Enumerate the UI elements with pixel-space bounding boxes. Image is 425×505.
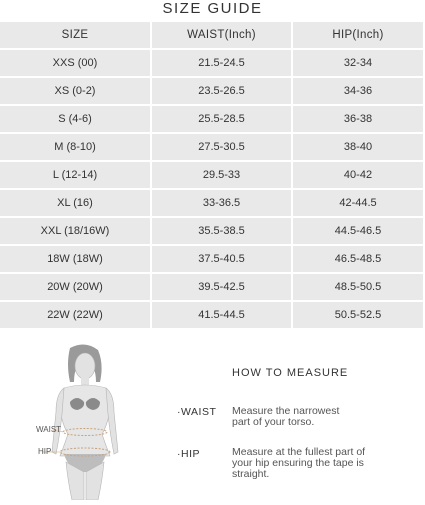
table-row: 18W (18W) 37.5-40.5 46.5-48.5	[0, 246, 425, 272]
size-cell: XS (0-2)	[0, 78, 150, 104]
waist-figure-label: WAIST	[36, 425, 62, 434]
hip-cell: 36-38	[293, 106, 423, 132]
waist-cell: 21.5-24.5	[152, 50, 291, 76]
size-cell: 20W (20W)	[0, 274, 150, 300]
table-row: S (4-6) 25.5-28.5 36-38	[0, 106, 425, 132]
table-row: 22W (22W) 41.5-44.5 50.5-52.5	[0, 302, 425, 328]
size-cell: 18W (18W)	[0, 246, 150, 272]
hip-cell: 38-40	[293, 134, 423, 160]
hip-cell: 44.5-46.5	[293, 218, 423, 244]
hip-cell: 48.5-50.5	[293, 274, 423, 300]
table-row: 20W (20W) 39.5-42.5 48.5-50.5	[0, 274, 425, 300]
page-title: SIZE GUIDE	[162, 0, 263, 17]
table-row: M (8-10) 27.5-30.5 38-40	[0, 134, 425, 160]
table-row: XXL (18/16W) 35.5-38.5 44.5-46.5	[0, 218, 425, 244]
body-measure-illustration	[30, 342, 140, 501]
waist-cell: 41.5-44.5	[152, 302, 291, 328]
table-row: XL (16) 33-36.5 42-44.5	[0, 190, 425, 216]
size-cell: L (12-14)	[0, 162, 150, 188]
waist-measure-desc: Measure the narrowest part of your torso…	[232, 405, 340, 428]
waist-cell: 35.5-38.5	[152, 218, 291, 244]
hip-cell: 50.5-52.5	[293, 302, 423, 328]
hip-figure-label: HIP	[38, 447, 52, 456]
waist-cell: 29.5-33	[152, 162, 291, 188]
woman-silhouette-icon	[42, 344, 119, 501]
waist-measure-label: ·WAIST	[177, 406, 217, 418]
hip-cell: 42-44.5	[293, 190, 423, 216]
waist-cell: 25.5-28.5	[152, 106, 291, 132]
header-hip: HIP(Inch)	[293, 22, 423, 48]
size-cell: XL (16)	[0, 190, 150, 216]
hip-cell: 32-34	[293, 50, 423, 76]
table-row: XXS (00) 21.5-24.5 32-34	[0, 50, 425, 76]
header-size: SIZE	[0, 22, 150, 48]
size-cell: XXS (00)	[0, 50, 150, 76]
hip-measure-label: ·HIP	[177, 448, 200, 460]
table-header-row: SIZE WAIST(Inch) HIP(Inch)	[0, 22, 425, 48]
waist-cell: 23.5-26.5	[152, 78, 291, 104]
hip-cell: 46.5-48.5	[293, 246, 423, 272]
waist-cell: 37.5-40.5	[152, 246, 291, 272]
hip-cell: 40-42	[293, 162, 423, 188]
table-row: XS (0-2) 23.5-26.5 34-36	[0, 78, 425, 104]
how-to-measure-title: HOW TO MEASURE	[232, 367, 349, 379]
size-cell: XXL (18/16W)	[0, 218, 150, 244]
size-cell: M (8-10)	[0, 134, 150, 160]
waist-cell: 27.5-30.5	[152, 134, 291, 160]
waist-cell: 33-36.5	[152, 190, 291, 216]
size-table: SIZE WAIST(Inch) HIP(Inch) XXS (00) 21.5…	[0, 22, 425, 330]
waist-cell: 39.5-42.5	[152, 274, 291, 300]
table-row: L (12-14) 29.5-33 40-42	[0, 162, 425, 188]
hip-cell: 34-36	[293, 78, 423, 104]
hip-measure-desc: Measure at the fullest part of your hip …	[232, 446, 366, 480]
size-cell: S (4-6)	[0, 106, 150, 132]
size-cell: 22W (22W)	[0, 302, 150, 328]
header-waist: WAIST(Inch)	[152, 22, 291, 48]
